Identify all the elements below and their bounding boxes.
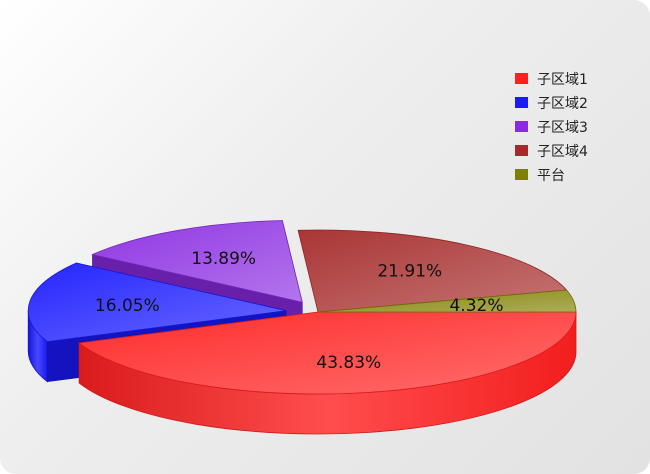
slice-labels: 43.83% 16.05% 13.89% 21.91% 4.32% — [95, 249, 504, 373]
slice-top-3 — [297, 229, 568, 313]
legend-label-0: 子区域1 — [537, 72, 588, 88]
legend-swatch-4 — [515, 169, 528, 180]
legend-item-1: 子区域2 — [515, 96, 588, 112]
slice-top-1 — [27, 262, 287, 343]
legend-label-2: 子区域3 — [537, 120, 588, 136]
legend: 子区域1 子区域2 子区域3 子区域4 平台 — [515, 72, 588, 184]
slice-top-4 — [317, 289, 577, 313]
slice-label-4: 4.32% — [449, 296, 503, 316]
legend-label-3: 子区域4 — [537, 144, 588, 160]
slice-label-0: 43.83% — [316, 353, 381, 373]
legend-item-0: 子区域1 — [515, 72, 588, 88]
legend-swatch-2 — [515, 121, 528, 132]
legend-swatch-1 — [515, 97, 528, 108]
legend-swatch-0 — [515, 73, 528, 84]
legend-label-4: 平台 — [537, 168, 565, 184]
legend-swatch-3 — [515, 145, 528, 156]
slice-top-2 — [91, 220, 303, 303]
slice-top-0 — [78, 311, 577, 395]
legend-item-2: 子区域3 — [515, 120, 588, 136]
slice-label-2: 13.89% — [191, 249, 256, 269]
slices-top — [27, 220, 577, 395]
legend-item-3: 子区域4 — [515, 144, 588, 160]
slice-label-1: 16.05% — [95, 296, 160, 316]
legend-item-4: 平台 — [515, 168, 565, 184]
legend-label-1: 子区域2 — [537, 96, 588, 112]
slice-label-3: 21.91% — [377, 261, 442, 281]
